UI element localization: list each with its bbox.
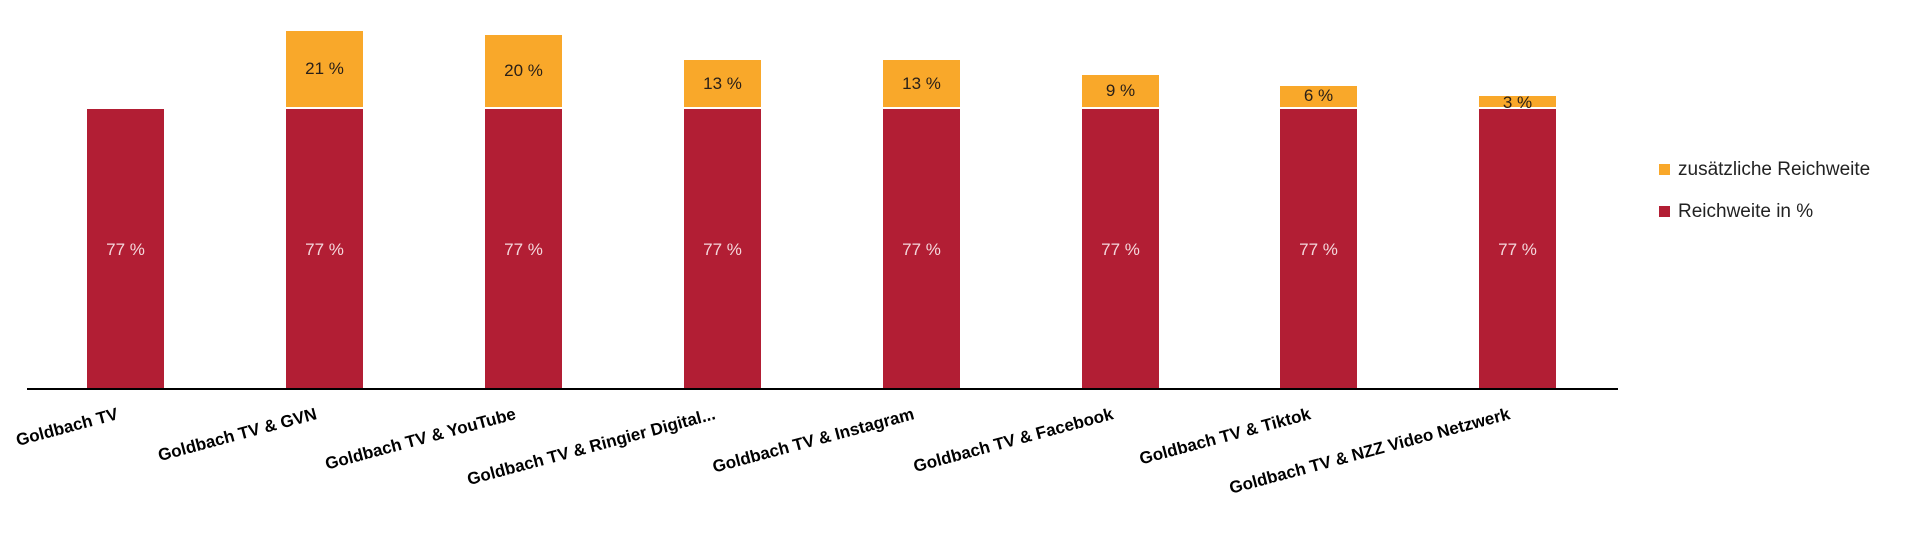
bar-segment-reach[interactable] bbox=[1479, 109, 1556, 388]
data-label-reach: 77 % bbox=[504, 239, 543, 259]
x-axis-label: Goldbach TV & Tiktok bbox=[1137, 404, 1313, 469]
bar-group[interactable]: 21 % 77 % bbox=[286, 31, 363, 388]
legend-swatch-icon bbox=[1659, 206, 1670, 217]
bar-group[interactable]: 6 % 77 % bbox=[1280, 85, 1357, 388]
bar-segment-additional-reach[interactable] bbox=[485, 34, 562, 108]
bar-group[interactable]: 3 % 77 % bbox=[1479, 93, 1556, 388]
bar-group[interactable]: 9 % 77 % bbox=[1082, 74, 1159, 388]
bar-segment-reach[interactable] bbox=[286, 109, 363, 388]
data-label-reach: 77 % bbox=[1299, 239, 1338, 259]
bar-segment-additional-reach[interactable] bbox=[684, 60, 761, 108]
data-label-reach: 77 % bbox=[305, 239, 344, 259]
bar-segment-additional-reach[interactable] bbox=[1280, 85, 1357, 108]
x-axis-label: Goldbach TV & Instagram bbox=[710, 404, 916, 477]
bar-segment-additional-reach[interactable] bbox=[1479, 96, 1556, 108]
legend-label: Reichweite in % bbox=[1678, 201, 1814, 222]
bar-segment-reach[interactable] bbox=[684, 109, 761, 388]
bar-segment-reach[interactable] bbox=[883, 109, 960, 388]
legend-label: zusätzliche Reichweite bbox=[1678, 159, 1871, 180]
x-axis-label: Goldbach TV & GVN bbox=[156, 404, 319, 465]
bar-segment-reach[interactable] bbox=[87, 109, 164, 388]
data-label-additional: 21 % bbox=[305, 59, 344, 79]
bar-segment-additional-reach[interactable] bbox=[883, 60, 960, 108]
data-label-reach: 77 % bbox=[106, 239, 145, 259]
bar-segment-reach[interactable] bbox=[1082, 109, 1159, 388]
data-label-reach: 77 % bbox=[703, 239, 742, 259]
legend-swatch-icon bbox=[1659, 164, 1670, 175]
x-axis-label: Goldbach TV bbox=[13, 404, 120, 450]
data-label-additional: 6 % bbox=[1303, 86, 1334, 106]
bar-segment-additional-reach[interactable] bbox=[1082, 74, 1159, 108]
bar-group[interactable]: 20 % 77 % bbox=[485, 34, 562, 388]
bar-segment-reach[interactable] bbox=[1280, 109, 1357, 388]
bar-segment-reach[interactable] bbox=[485, 109, 562, 388]
data-label-additional: 3 % bbox=[1502, 93, 1533, 113]
bar-group[interactable]: 13 % 77 % bbox=[684, 60, 761, 388]
x-axis-label: Goldbach TV & Facebook bbox=[911, 404, 1115, 476]
bar-group[interactable]: 13 % 77 % bbox=[883, 60, 960, 388]
data-label-reach: 77 % bbox=[902, 239, 941, 259]
x-axis-line bbox=[27, 388, 1618, 390]
data-label-additional: 13 % bbox=[703, 73, 742, 93]
bar-group[interactable]: 77 % bbox=[87, 109, 164, 388]
data-label-additional: 9 % bbox=[1105, 80, 1136, 100]
data-label-reach: 77 % bbox=[1101, 239, 1140, 259]
data-label-reach: 77 % bbox=[1498, 239, 1537, 259]
data-label-additional: 20 % bbox=[504, 61, 543, 81]
data-label-additional: 13 % bbox=[902, 73, 941, 93]
bar-segment-additional-reach[interactable] bbox=[286, 31, 363, 108]
